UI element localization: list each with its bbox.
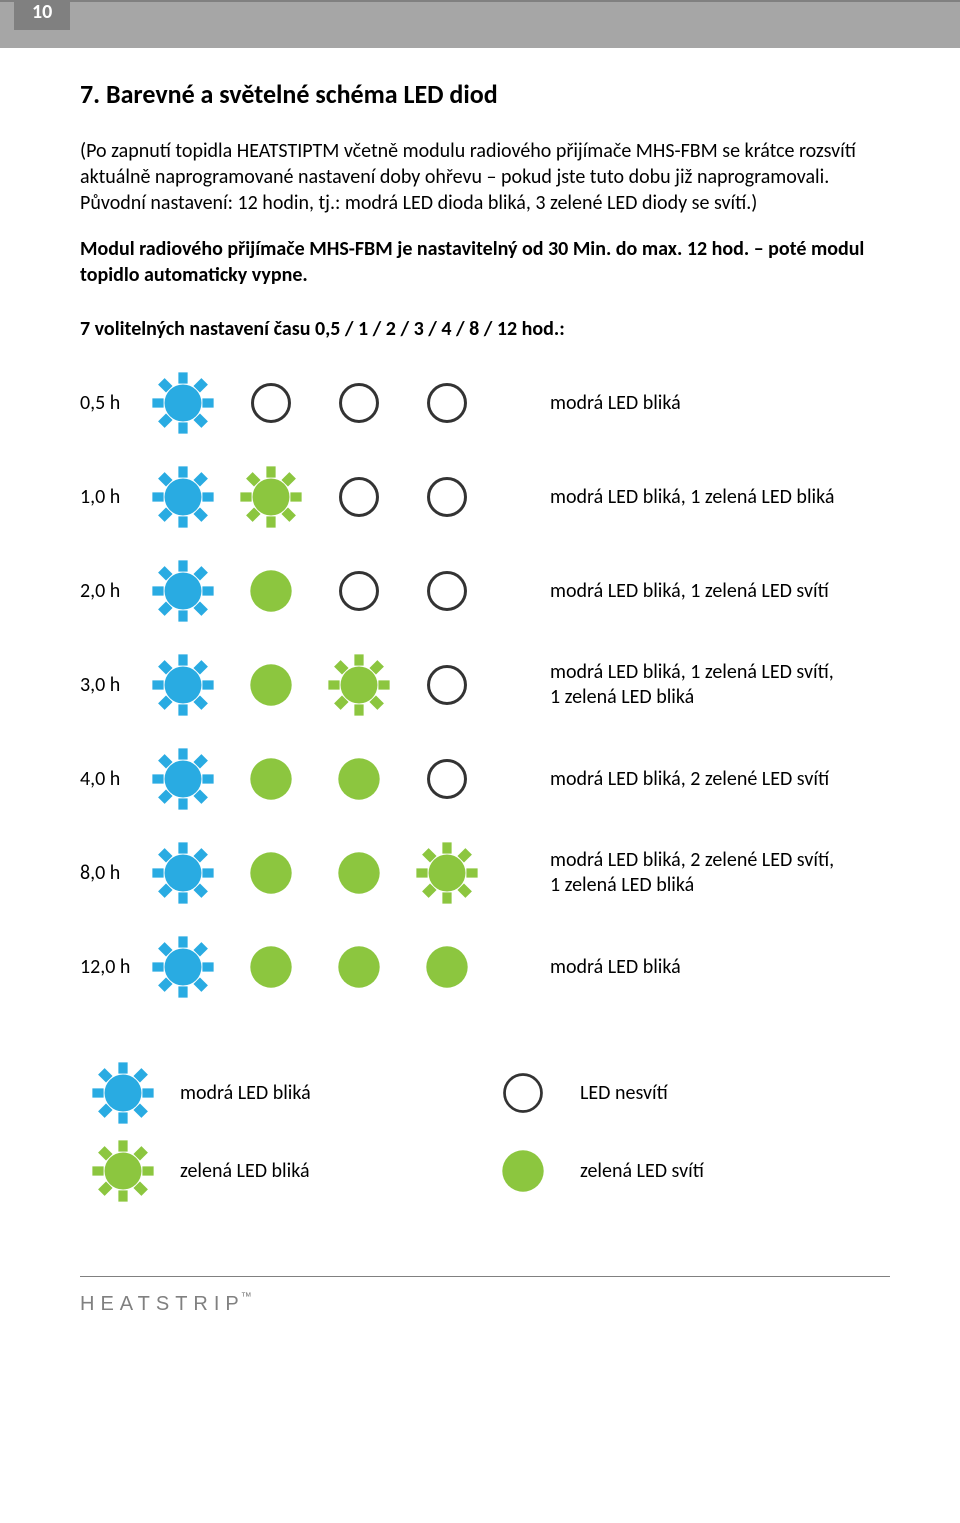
led-off-icon: [238, 370, 304, 436]
legend-label: LED nesvítí: [580, 1081, 668, 1105]
led-group: [150, 652, 530, 718]
row-description: modrá LED bliká, 2 zelené LED svítí,1 ze…: [530, 848, 834, 898]
led-group: [150, 558, 530, 624]
row-label: 3,0 h: [80, 673, 150, 697]
led-blue_blink-icon: [150, 370, 216, 436]
led-group: [150, 370, 530, 436]
row-label: 0,5 h: [80, 391, 150, 415]
led-green_blink-icon: [414, 840, 480, 906]
legend-cell: LED nesvítí: [490, 1060, 890, 1126]
led-off-icon: [414, 370, 480, 436]
led-green_on-icon: [326, 746, 392, 812]
page-content: 7. Barevné a světelné schéma LED diod (P…: [0, 48, 960, 1236]
led-off-icon: [414, 652, 480, 718]
led-off-icon: [326, 464, 392, 530]
led-blue_blink-icon: [150, 464, 216, 530]
brand-logo: HEATSTRIP: [80, 1293, 256, 1316]
row-label: 2,0 h: [80, 579, 150, 603]
led-blue_blink-icon: [150, 558, 216, 624]
led-green_on-icon: [414, 934, 480, 1000]
led-blue_blink-icon: [150, 746, 216, 812]
chart-row: 8,0 h modrá LED bliká, 2 zelené LED svítí…: [80, 840, 890, 906]
legend: modrá LED bliká LED nesvítí zelená LED bli…: [80, 1060, 890, 1204]
page-title: 7. Barevné a světelné schéma LED diod: [80, 78, 890, 110]
legend-label: zelená LED bliká: [180, 1159, 310, 1183]
legend-row: zelená LED bliká zelená LED svítí: [90, 1138, 890, 1204]
led-blue_blink-icon: [150, 934, 216, 1000]
legend-cell: modrá LED bliká: [90, 1060, 490, 1126]
row-description: modrá LED bliká, 2 zelené LED svítí: [530, 767, 829, 792]
led-off-icon: [414, 464, 480, 530]
row-label: 1,0 h: [80, 485, 150, 509]
led-green_blink-icon: [238, 464, 304, 530]
led-off-icon: [414, 746, 480, 812]
led-green_on-icon: [326, 934, 392, 1000]
legend-cell: zelená LED bliká: [90, 1138, 490, 1204]
row-description: modrá LED bliká: [530, 391, 681, 416]
page-number-box: 10: [14, 0, 70, 30]
row-label: 8,0 h: [80, 861, 150, 885]
led-green_on-icon: [238, 934, 304, 1000]
chart-row: 3,0 h modrá LED bliká, 1 zelená LED svítí…: [80, 652, 890, 718]
led-chart: 0,5 h modrá LED bliká 1,0 h modrá LED bliká…: [80, 370, 890, 1000]
legend-cell: zelená LED svítí: [490, 1138, 890, 1204]
chart-row: 2,0 h modrá LED bliká, 1 zelená LED svítí: [80, 558, 890, 624]
led-off-icon: [414, 558, 480, 624]
led-off-icon: [490, 1060, 556, 1126]
legend-label: modrá LED bliká: [180, 1081, 311, 1105]
led-green_on-icon: [238, 840, 304, 906]
legend-label: zelená LED svítí: [580, 1159, 704, 1183]
led-green_blink-icon: [90, 1138, 156, 1204]
led-blue_blink-icon: [150, 840, 216, 906]
led-green_on-icon: [238, 746, 304, 812]
row-description: modrá LED bliká, 1 zelená LED bliká: [530, 485, 834, 510]
chart-row: 12,0 h modrá LED bliká: [80, 934, 890, 1000]
row-description: modrá LED bliká: [530, 955, 681, 980]
row-label: 12,0 h: [80, 955, 150, 979]
led-group: [150, 464, 530, 530]
row-description: modrá LED bliká, 1 zelená LED svítí: [530, 579, 829, 604]
bold-paragraph-1: Modul radiového přijímače MHS-FBM je nas…: [80, 236, 890, 288]
led-green_on-icon: [238, 558, 304, 624]
led-off-icon: [326, 370, 392, 436]
chart-row: 4,0 h modrá LED bliká, 2 zelené LED svítí: [80, 746, 890, 812]
row-description: modrá LED bliká, 1 zelená LED svítí,1 ze…: [530, 660, 834, 710]
led-group: [150, 746, 530, 812]
chart-row: 1,0 h modrá LED bliká, 1 zelená LED bliká: [80, 464, 890, 530]
legend-row: modrá LED bliká LED nesvítí: [90, 1060, 890, 1126]
led-group: [150, 934, 530, 1000]
header-bar: 10: [0, 0, 960, 48]
led-off-icon: [326, 558, 392, 624]
intro-paragraph: (Po zapnutí topidla HEATSTIPTM včetně mo…: [80, 138, 890, 216]
bold-paragraph-2: 7 volitelných nastavení času 0,5 / 1 / 2…: [80, 316, 890, 342]
led-blue_blink-icon: [90, 1060, 156, 1126]
row-label: 4,0 h: [80, 767, 150, 791]
led-green_on-icon: [238, 652, 304, 718]
led-green_on-icon: [326, 840, 392, 906]
led-green_blink-icon: [326, 652, 392, 718]
footer: HEATSTRIP: [80, 1276, 890, 1316]
led-blue_blink-icon: [150, 652, 216, 718]
led-green_on-icon: [490, 1138, 556, 1204]
chart-row: 0,5 h modrá LED bliká: [80, 370, 890, 436]
led-group: [150, 840, 530, 906]
